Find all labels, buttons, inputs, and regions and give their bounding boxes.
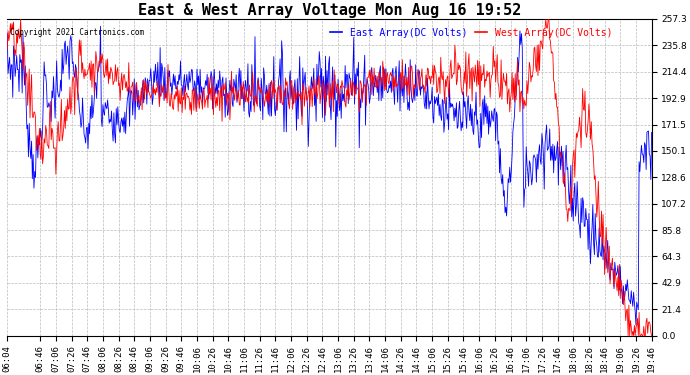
Legend: East Array(DC Volts), West Array(DC Volts): East Array(DC Volts), West Array(DC Volt…: [326, 24, 616, 42]
Text: Copyright 2021 Cartronics.com: Copyright 2021 Cartronics.com: [10, 28, 145, 38]
Title: East & West Array Voltage Mon Aug 16 19:52: East & West Array Voltage Mon Aug 16 19:…: [138, 3, 521, 18]
